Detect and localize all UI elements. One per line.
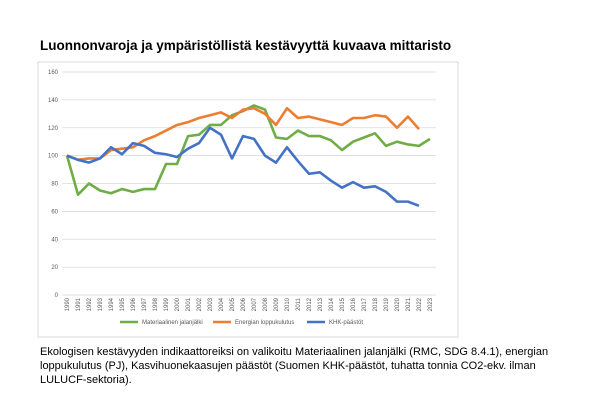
y-tick-label: 40: [51, 237, 58, 243]
y-tick-label: 100: [48, 154, 59, 160]
x-tick-label: 1994: [109, 297, 115, 311]
x-tick-label: 1997: [142, 297, 148, 311]
x-tick-label: 1992: [87, 297, 93, 311]
x-tick-label: 2007: [252, 297, 258, 311]
legend-label: Energian loppukulutus: [235, 320, 294, 326]
x-tick-label: 2009: [274, 297, 280, 311]
series-line: [66, 126, 420, 208]
x-tick-label: 1991: [76, 297, 82, 311]
x-tick-label: 2012: [307, 297, 313, 311]
y-tick-label: 0: [55, 293, 59, 299]
y-tick-label: 20: [51, 265, 58, 271]
x-tick-label: 2006: [241, 297, 247, 311]
x-tick-label: 1995: [120, 297, 126, 311]
x-tick-label: 2016: [351, 297, 357, 311]
x-tick-label: 2008: [263, 297, 269, 311]
x-tick-label: 2005: [230, 297, 236, 311]
x-tick-label: 2019: [384, 297, 390, 311]
x-tick-label: 1993: [98, 297, 104, 311]
document-title: Luonnonvaroja ja ympäristöllistä kestävy…: [40, 38, 452, 53]
x-tick-label: 2018: [373, 297, 379, 311]
x-tick-label: 2004: [219, 297, 225, 311]
legend-label: Materiaalinen jalanjälki: [142, 320, 203, 326]
x-tick-label: 1996: [131, 297, 137, 311]
x-tick-label: 2010: [285, 297, 291, 311]
x-tick-label: 2001: [186, 297, 192, 311]
y-tick-label: 120: [48, 126, 59, 132]
series-line: [66, 106, 420, 162]
x-tick-label: 2011: [296, 297, 302, 311]
x-tick-label: 2002: [197, 297, 203, 311]
y-tick-label: 140: [48, 98, 59, 104]
x-tick-label: 2017: [362, 297, 368, 311]
y-tick-label: 60: [51, 209, 58, 215]
x-tick-label: 2021: [406, 297, 412, 311]
caption: Ekologisen kestävyyden indikaattoreiksi …: [40, 346, 549, 386]
y-tick-label: 80: [51, 182, 58, 188]
y-tick-label: 160: [48, 70, 59, 76]
x-tick-label: 1999: [164, 297, 170, 311]
chart-frame: [37, 61, 459, 338]
x-tick-label: 2003: [208, 297, 214, 311]
x-tick-label: 2023: [428, 297, 434, 311]
x-tick-label: 2020: [395, 297, 401, 311]
x-tick-label: 2013: [318, 297, 324, 311]
x-tick-label: 2015: [340, 297, 346, 311]
x-tick-label: 2022: [417, 297, 423, 311]
x-tick-label: 2000: [175, 297, 181, 311]
legend-label: KHK-päästöt: [329, 320, 363, 326]
x-tick-label: 1990: [65, 297, 71, 311]
x-tick-label: 1998: [153, 297, 159, 311]
x-tick-label: 2014: [329, 297, 335, 311]
